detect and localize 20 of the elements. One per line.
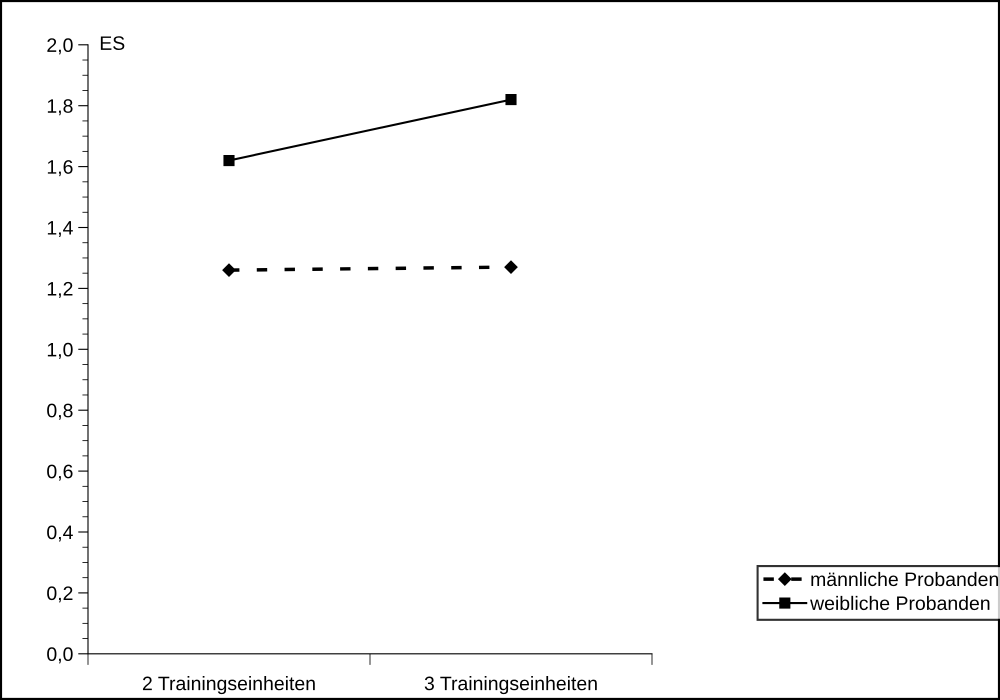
- y-tick-label: 1,8: [48, 99, 73, 116]
- point: [222, 264, 236, 277]
- y-tick-label: 0,6: [47, 464, 73, 481]
- y-tick-label: 0,8: [47, 404, 73, 420]
- legend-label: männliche Probanden: [811, 572, 998, 586]
- x-tick-label: 2 Trainingseinheiten: [142, 676, 315, 694]
- point: [504, 260, 518, 274]
- y-tick-label: 1,4: [48, 221, 73, 238]
- y-tick-label: 0,2: [47, 586, 72, 602]
- legend-label: weibliche Probanden: [810, 596, 990, 610]
- y-axis-title: ES: [100, 36, 124, 50]
- point: [223, 154, 235, 166]
- y-tick-label: 2,0: [47, 38, 73, 54]
- y-tick-label: 1,6: [48, 160, 73, 176]
- y-tick-label: 0,4: [47, 525, 73, 542]
- x-tick-label: 3 Trainingseinheiten: [424, 676, 597, 694]
- y-tick-label: 1,2: [48, 282, 72, 298]
- y-tick-label: 0,0: [47, 647, 73, 664]
- point: [505, 94, 517, 106]
- y-tick-label: 1,0: [48, 342, 73, 359]
